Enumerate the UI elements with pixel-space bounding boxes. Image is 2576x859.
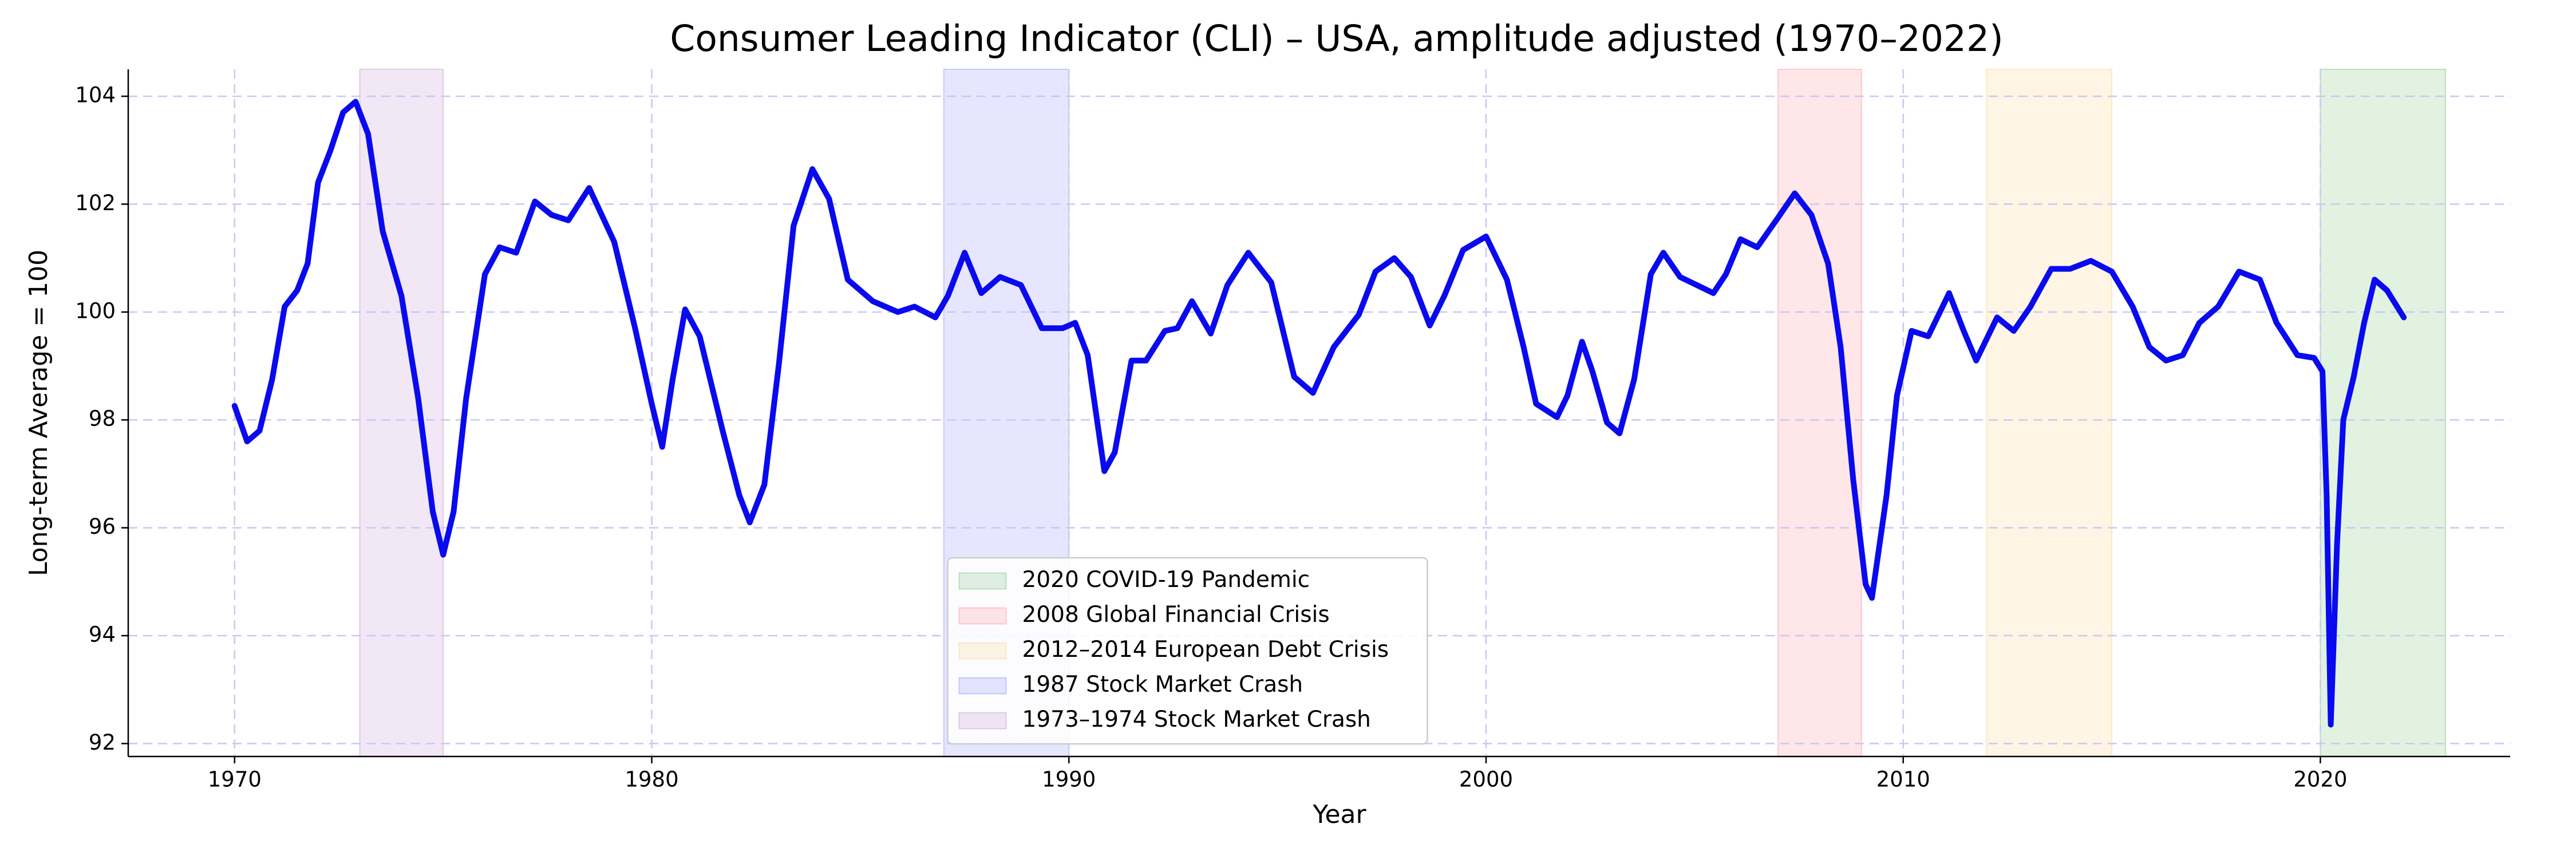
- x-tick-label: 1980: [625, 767, 678, 792]
- legend-label: 2020 COVID-19 Pandemic: [1022, 567, 1310, 593]
- legend-swatch: [958, 642, 1007, 660]
- legend-label: 2008 Global Financial Crisis: [1022, 602, 1330, 628]
- legend-frame: [947, 557, 1428, 745]
- legend-swatch: [958, 677, 1007, 695]
- x-tick-label: 2010: [1876, 767, 1930, 792]
- legend-swatch: [958, 572, 1007, 590]
- x-tick-label: 1990: [1042, 767, 1096, 792]
- cli-line: [231, 98, 2407, 728]
- y-tick-label: 98: [89, 407, 116, 431]
- y-tick-label: 96: [89, 514, 116, 539]
- legend-label: 1973–1974 Stock Market Crash: [1022, 707, 1371, 732]
- legend-swatch: [958, 712, 1007, 730]
- event-span: [2320, 69, 2447, 757]
- y-tick-label: 92: [89, 730, 116, 755]
- x-tick-label: 1970: [208, 767, 262, 792]
- legend-swatch: [958, 607, 1007, 625]
- y-axis-label: Long-term Average = 100: [24, 250, 53, 576]
- y-tick-label: 102: [75, 191, 116, 215]
- legend: 2020 COVID-19 Pandemic 2008 Global Financ…: [947, 557, 1428, 745]
- legend-label: 1987 Stock Market Crash: [1022, 672, 1303, 698]
- y-tick-label: 104: [75, 83, 116, 108]
- legend-label: 2012–2014 European Debt Crisis: [1022, 637, 1389, 663]
- x-tick-label: 2000: [1459, 767, 1513, 792]
- chart-title: Consumer Leading Indicator (CLI) – USA, …: [670, 18, 2003, 60]
- x-axis-label: Year: [1312, 800, 1366, 829]
- event-span: [1986, 69, 2113, 757]
- x-tick-label: 2020: [2293, 767, 2347, 792]
- y-tick-label: 100: [75, 298, 116, 323]
- y-tick-label: 94: [89, 622, 116, 647]
